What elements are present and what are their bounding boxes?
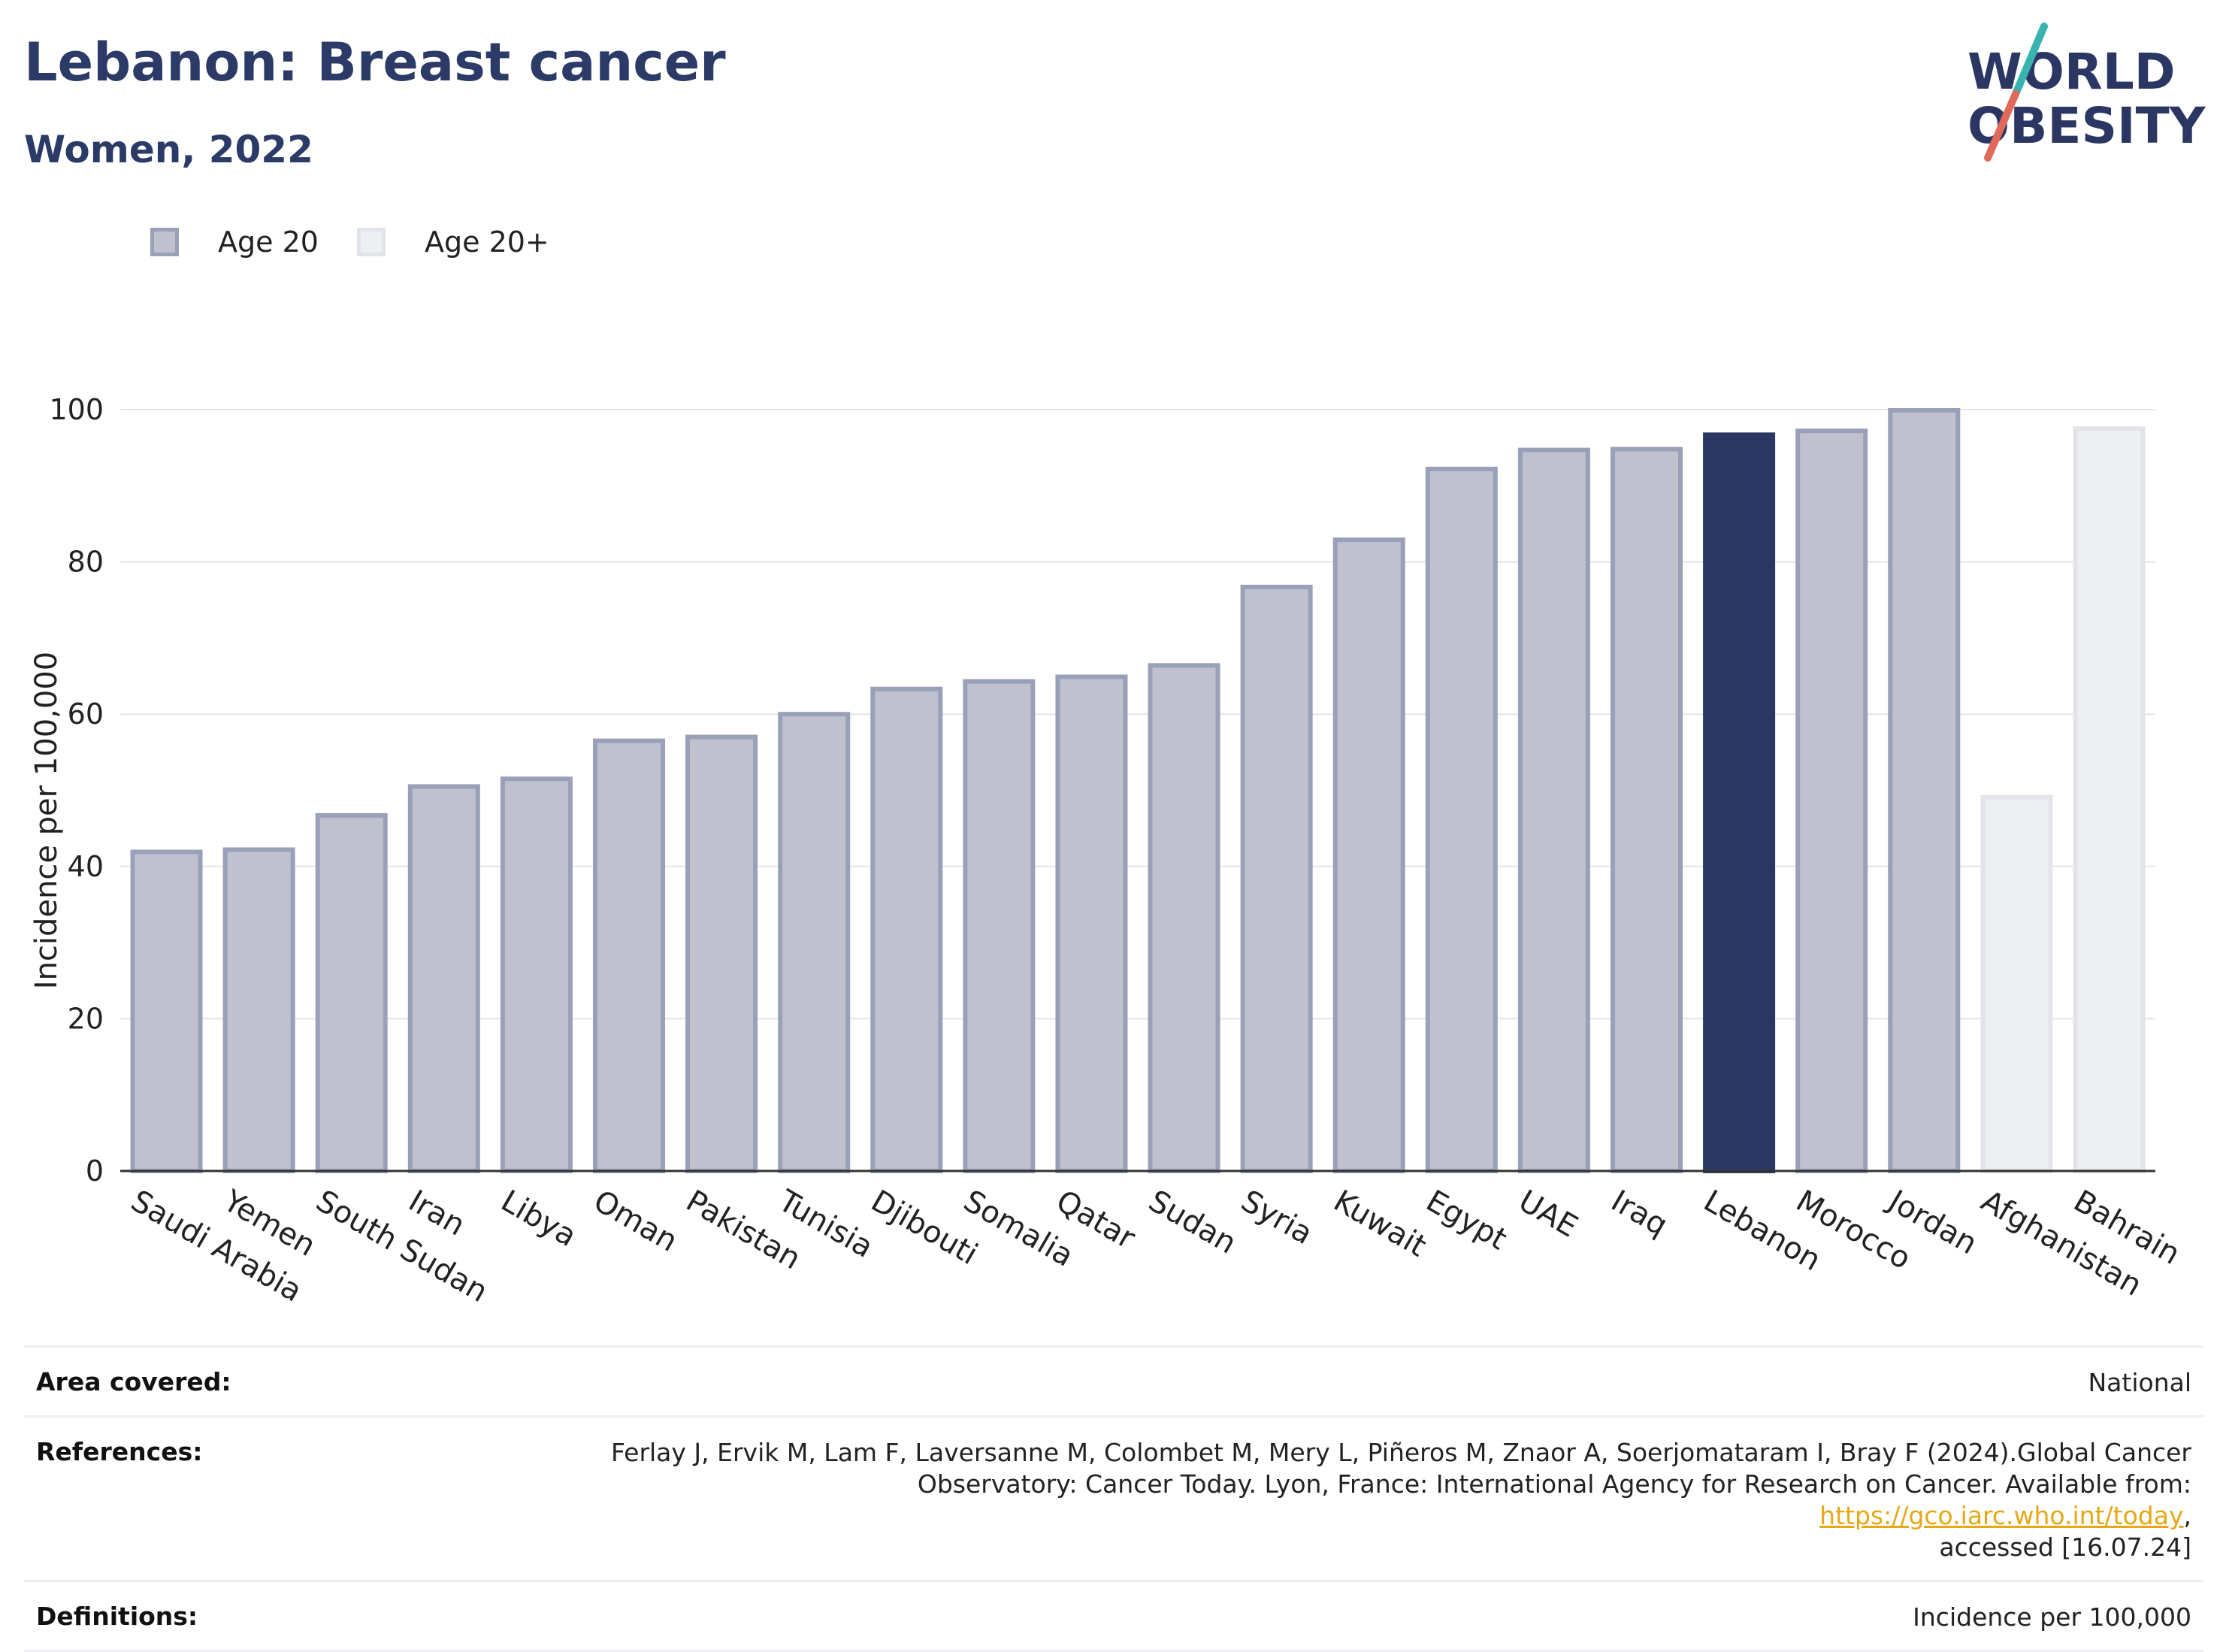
y-tick-label: 100 bbox=[49, 393, 104, 426]
y-tick-label: 20 bbox=[68, 1002, 104, 1035]
definitions-key: Definitions: bbox=[36, 1602, 198, 1631]
meta-row-definitions: Definitions: Incidence per 100,000 bbox=[24, 1580, 2203, 1650]
bar-south-sudan[interactable] bbox=[315, 812, 388, 1173]
definitions-value: Incidence per 100,000 bbox=[1913, 1602, 2191, 1632]
y-tick-label: 80 bbox=[68, 546, 104, 579]
bar-libya[interactable] bbox=[500, 776, 573, 1173]
bar-kuwait[interactable] bbox=[1332, 537, 1405, 1173]
x-tick-label: Kuwait bbox=[1328, 1184, 1432, 1264]
bar-lebanon[interactable] bbox=[1703, 432, 1776, 1173]
y-tick-label: 0 bbox=[86, 1154, 104, 1188]
meta-row-references: References: Ferlay J, Ervik M, Lam F, La… bbox=[24, 1415, 2203, 1580]
legend-label-age20plus: Age 20+ bbox=[425, 225, 549, 259]
x-tick-label: Oman bbox=[588, 1184, 683, 1259]
x-tick-label: Djibouti bbox=[865, 1184, 983, 1272]
bar-djibouti[interactable] bbox=[870, 686, 943, 1173]
bar-syria[interactable] bbox=[1240, 584, 1313, 1173]
bar-saudi-arabia[interactable] bbox=[130, 849, 203, 1174]
bar-bahrain[interactable] bbox=[2073, 426, 2146, 1173]
logo-line1: WORLD bbox=[1967, 43, 2176, 101]
references-text-4: accessed [16.07.24] bbox=[1939, 1532, 2191, 1562]
references-text-1: Ferlay J, Ervik M, Lam F, Laversanne M, … bbox=[610, 1438, 2191, 1467]
references-text-3: , bbox=[2183, 1501, 2192, 1530]
x-tick-label: Sudan bbox=[1143, 1184, 1242, 1261]
references-key: References: bbox=[36, 1437, 203, 1466]
legend-swatch-age20 bbox=[150, 228, 179, 256]
area-covered-key: Area covered: bbox=[36, 1367, 231, 1396]
legend-label-age20: Age 20 bbox=[218, 225, 319, 259]
chart-bars bbox=[130, 407, 2146, 1174]
bar-qatar[interactable] bbox=[1055, 674, 1128, 1173]
bar-iraq[interactable] bbox=[1610, 446, 1683, 1173]
y-tick-label: 60 bbox=[68, 697, 104, 731]
world-obesity-logo: WORLD OBESITY bbox=[1967, 23, 2206, 162]
chart-subtitle: Women, 2022 bbox=[24, 128, 313, 171]
references-value: Ferlay J, Ervik M, Lam F, Laversanne M, … bbox=[24, 1418, 2203, 1580]
meta-row-area: Area covered: National bbox=[24, 1345, 2203, 1415]
bar-somalia[interactable] bbox=[963, 679, 1036, 1173]
chart-title: Lebanon: Breast cancer bbox=[24, 32, 726, 93]
area-covered-value: National bbox=[2088, 1368, 2191, 1397]
legend-swatch-age20plus bbox=[357, 228, 386, 256]
bar-egypt[interactable] bbox=[1425, 466, 1498, 1173]
bar-sudan[interactable] bbox=[1148, 663, 1220, 1173]
x-tick-label: UAE bbox=[1513, 1184, 1583, 1245]
x-tick-label: Iraq bbox=[1605, 1184, 1674, 1243]
x-tick-label: Egypt bbox=[1420, 1184, 1513, 1257]
x-tick-label: Libya bbox=[495, 1184, 582, 1254]
x-tick-label: South Sudan bbox=[310, 1184, 494, 1309]
bar-afghanistan[interactable] bbox=[1980, 794, 2053, 1173]
y-tick-label: 40 bbox=[68, 850, 104, 883]
references-text-2: Observatory: Cancer Today. Lyon, France:… bbox=[917, 1469, 2191, 1499]
bar-oman[interactable] bbox=[592, 738, 666, 1173]
bar-iran[interactable] bbox=[407, 784, 480, 1173]
bar-yemen[interactable] bbox=[222, 847, 295, 1173]
bar-pakistan[interactable] bbox=[685, 734, 758, 1173]
bar-jordan[interactable] bbox=[1888, 407, 1961, 1173]
bar-tunisia[interactable] bbox=[778, 712, 851, 1173]
bar-morocco[interactable] bbox=[1795, 428, 1868, 1173]
y-axis-label: Incidence per 100,000 bbox=[29, 652, 64, 990]
y-axis-tick-labels: 0 20 40 60 80 100 bbox=[49, 393, 104, 1188]
x-tick-label: Syria bbox=[1236, 1184, 1319, 1251]
bar-uae[interactable] bbox=[1517, 447, 1590, 1173]
metadata-table: Area covered: National References: Ferla… bbox=[24, 1345, 2203, 1652]
references-link[interactable]: https://gco.iarc.who.int/today bbox=[1819, 1501, 2184, 1530]
